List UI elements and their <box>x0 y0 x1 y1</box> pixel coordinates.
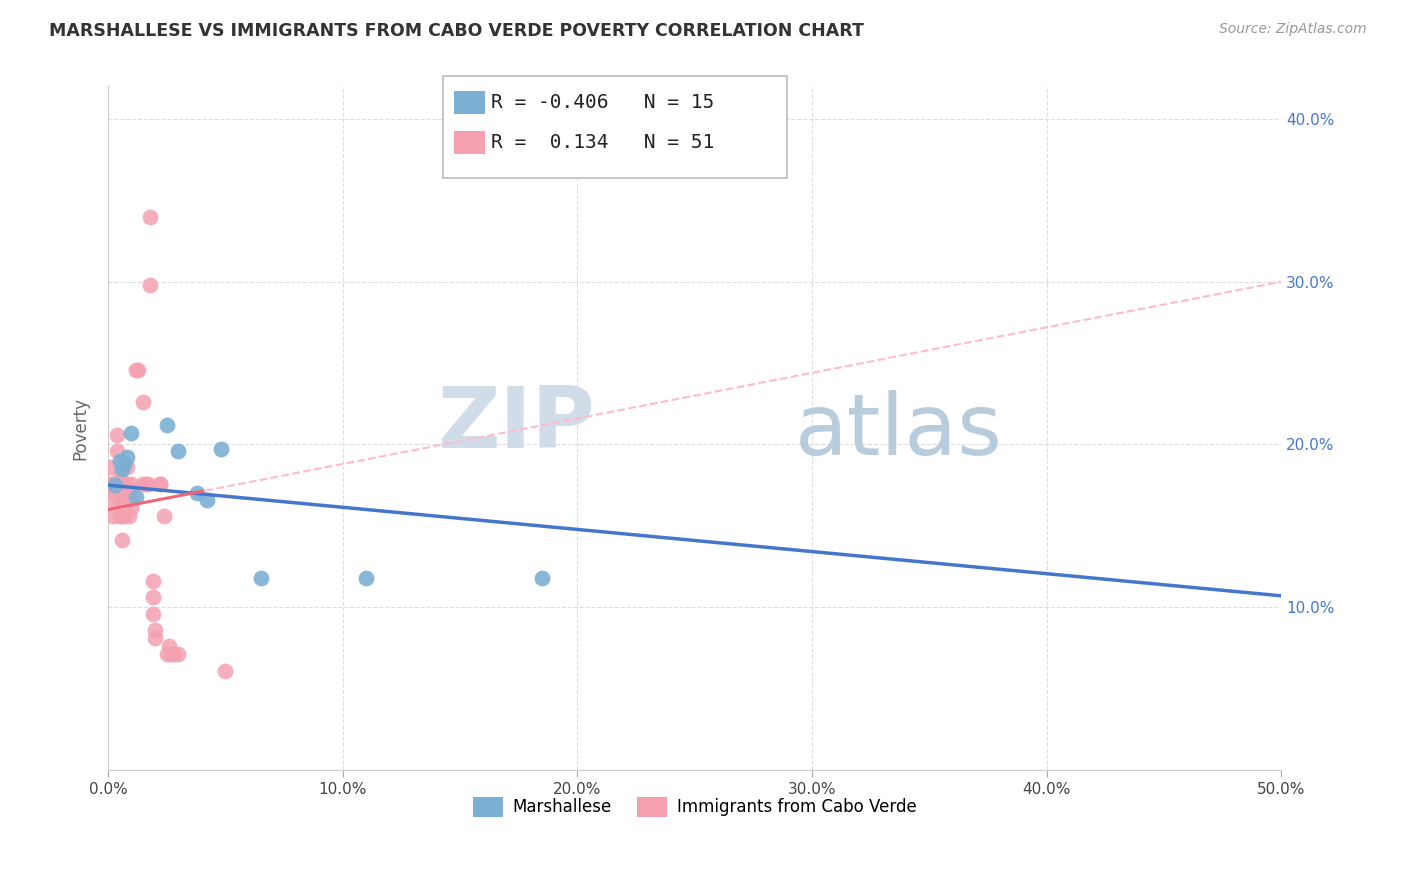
Point <box>112 457 135 471</box>
Point <box>112 492 135 507</box>
Point <box>115 450 138 465</box>
Y-axis label: Poverty: Poverty <box>72 397 89 459</box>
Point <box>98 476 121 491</box>
Point <box>128 362 150 376</box>
Point <box>354 571 377 585</box>
Point <box>111 509 134 524</box>
Point <box>139 210 162 224</box>
Point <box>531 571 554 585</box>
Point <box>105 444 128 458</box>
Point <box>167 444 190 458</box>
Point <box>120 500 142 515</box>
Point <box>163 648 186 662</box>
Point <box>115 476 138 491</box>
Point <box>108 509 131 524</box>
Point <box>108 454 131 468</box>
Point <box>149 476 172 491</box>
Point <box>98 460 121 475</box>
Point <box>132 395 155 409</box>
Text: Source: ZipAtlas.com: Source: ZipAtlas.com <box>1219 22 1367 37</box>
Point <box>132 476 155 491</box>
Point <box>142 591 165 605</box>
Point <box>104 484 127 499</box>
Point <box>139 277 162 292</box>
Point <box>143 631 166 645</box>
Point <box>136 476 159 491</box>
Point <box>111 462 134 476</box>
Legend: Marshallese, Immigrants from Cabo Verde: Marshallese, Immigrants from Cabo Verde <box>465 790 924 823</box>
Point <box>153 509 176 524</box>
Point <box>120 476 142 491</box>
Point <box>120 492 142 507</box>
Point <box>195 492 218 507</box>
Point <box>104 476 127 491</box>
Point <box>149 476 172 491</box>
Text: MARSHALLESE VS IMMIGRANTS FROM CABO VERDE POVERTY CORRELATION CHART: MARSHALLESE VS IMMIGRANTS FROM CABO VERD… <box>49 22 865 40</box>
Point <box>156 417 179 432</box>
Point <box>104 478 127 492</box>
Point <box>157 640 180 654</box>
Point <box>105 427 128 442</box>
Point <box>115 492 138 507</box>
Point <box>112 509 135 524</box>
Point <box>209 442 232 457</box>
Point <box>156 648 179 662</box>
Text: R =  0.134   N = 51: R = 0.134 N = 51 <box>491 133 714 153</box>
Point <box>249 571 271 585</box>
Point <box>101 492 124 507</box>
Point <box>143 623 166 637</box>
Point <box>135 476 157 491</box>
Point <box>111 533 134 548</box>
Point <box>125 490 148 504</box>
Point <box>214 664 236 678</box>
Point <box>101 476 124 491</box>
Point <box>108 492 131 507</box>
Text: ZIP: ZIP <box>437 384 595 467</box>
Point <box>125 362 148 376</box>
Point <box>104 476 127 491</box>
Point <box>108 468 131 483</box>
Point <box>142 574 165 589</box>
Point <box>112 476 135 491</box>
Point <box>160 648 183 662</box>
Point <box>118 484 141 499</box>
Point <box>101 509 124 524</box>
Point <box>104 476 127 491</box>
Point <box>142 607 165 621</box>
Point <box>167 648 190 662</box>
Point <box>186 486 208 500</box>
Point <box>105 476 128 491</box>
Point <box>118 509 141 524</box>
Text: R = -0.406   N = 15: R = -0.406 N = 15 <box>491 93 714 112</box>
Point <box>101 476 124 491</box>
Point <box>120 425 142 440</box>
Point <box>115 460 138 475</box>
Text: atlas: atlas <box>794 390 1002 473</box>
